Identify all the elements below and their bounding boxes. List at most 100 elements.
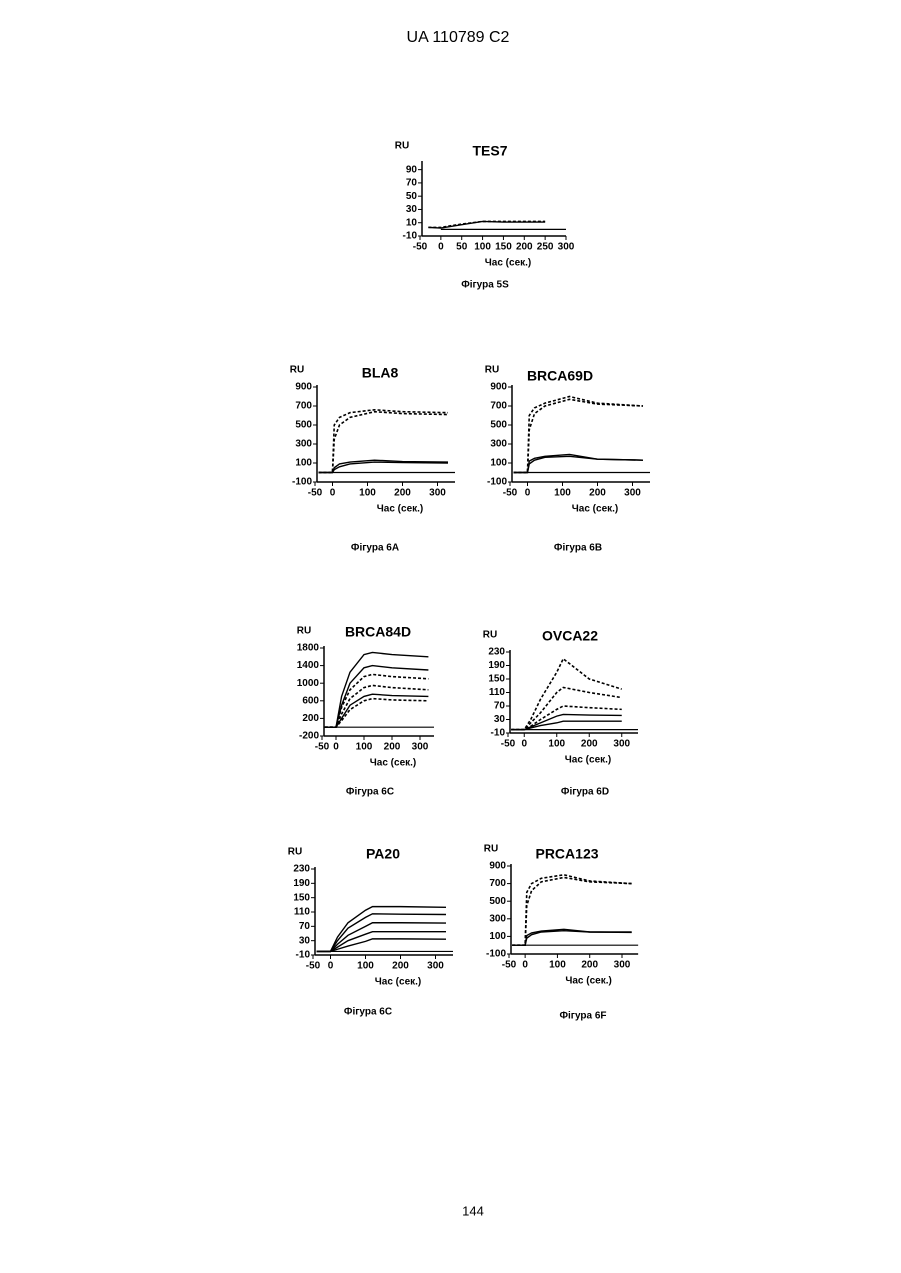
x-tick-label: -50: [501, 739, 516, 750]
y-tick-label: 900: [490, 382, 507, 393]
y-tick-label: -100: [486, 949, 506, 960]
y-axis-label: RU: [297, 626, 311, 637]
x-axis-label: Час (сек.): [375, 977, 422, 988]
y-tick-label: -10: [403, 231, 418, 242]
x-tick-label: 300: [429, 488, 446, 499]
figure-caption: Фігура 6C: [346, 787, 394, 798]
y-tick-label: 300: [295, 439, 312, 450]
x-tick-label: 100: [359, 488, 376, 499]
x-tick-label: 100: [554, 488, 571, 499]
x-axis-label: Час (сек.): [377, 504, 424, 515]
y-tick-label: 50: [406, 191, 418, 202]
x-tick-label: 100: [548, 739, 565, 750]
y-tick-label: 100: [295, 458, 312, 469]
x-tick-label: 300: [412, 742, 429, 753]
y-tick-label: 150: [293, 892, 310, 903]
y-tick-label: 10: [406, 217, 418, 228]
figure-caption: Фігура 6F: [559, 1011, 606, 1022]
data-line: [317, 923, 447, 952]
y-tick-label: 30: [299, 935, 311, 946]
data-line: [325, 652, 429, 727]
y-axis-label: RU: [485, 365, 499, 376]
data-line: [511, 706, 622, 730]
x-tick-label: 0: [438, 242, 444, 253]
x-tick-label: -50: [308, 488, 323, 499]
x-tick-label: 300: [558, 242, 575, 253]
figure-caption: Фігура 6D: [561, 787, 609, 798]
data-line: [428, 221, 545, 228]
x-tick-label: 200: [394, 488, 411, 499]
x-tick-label: 200: [384, 742, 401, 753]
x-tick-label: 200: [581, 739, 598, 750]
chart-title: BRCA84D: [345, 624, 411, 640]
x-tick-label: 150: [495, 242, 512, 253]
y-tick-label: 200: [302, 713, 319, 724]
y-tick-label: 900: [489, 861, 506, 872]
x-tick-label: -50: [502, 960, 517, 971]
figure-caption: Фігура 5S: [461, 280, 509, 291]
y-tick-label: 300: [490, 439, 507, 450]
x-tick-label: 300: [613, 739, 630, 750]
page-header: UA 110789 C2: [407, 29, 510, 46]
x-tick-label: 300: [427, 961, 444, 972]
y-tick-label: 190: [488, 660, 505, 671]
y-tick-label: 700: [489, 878, 506, 889]
x-tick-label: 100: [474, 242, 491, 253]
x-tick-label: 0: [333, 742, 339, 753]
x-axis-label: Час (сек.): [572, 504, 619, 515]
x-tick-label: 100: [549, 960, 566, 971]
chart-title: PA20: [366, 846, 400, 862]
data-line: [511, 721, 622, 729]
y-tick-label: 70: [406, 178, 418, 189]
y-tick-label: 110: [294, 907, 311, 918]
page-number: 144: [462, 1203, 484, 1218]
y-tick-label: 600: [302, 695, 319, 706]
y-tick-label: 190: [293, 878, 310, 889]
x-tick-label: 300: [614, 960, 631, 971]
chart-title: OVCA22: [542, 628, 598, 644]
y-tick-label: 110: [489, 687, 506, 698]
y-tick-label: 500: [490, 420, 507, 431]
x-axis-label: Час (сек.): [565, 755, 612, 766]
y-tick-label: 70: [494, 701, 506, 712]
y-tick-label: 900: [295, 382, 312, 393]
x-tick-label: 50: [456, 242, 468, 253]
x-tick-label: 300: [624, 488, 641, 499]
chart-title: BLA8: [362, 365, 399, 381]
y-tick-label: 700: [295, 401, 312, 412]
y-axis-label: RU: [483, 630, 497, 641]
y-tick-label: 1400: [297, 660, 320, 671]
x-tick-label: -50: [306, 961, 321, 972]
y-tick-label: 30: [494, 714, 506, 725]
y-tick-label: 1800: [297, 643, 320, 654]
y-tick-label: 300: [489, 913, 506, 924]
chart-title: TES7: [472, 143, 507, 159]
y-tick-label: 100: [490, 458, 507, 469]
x-tick-label: 0: [522, 960, 528, 971]
chart-title: BRCA69D: [527, 368, 593, 384]
y-tick-label: 230: [488, 647, 505, 658]
y-tick-label: 1000: [297, 678, 320, 689]
y-tick-label: -100: [292, 477, 312, 488]
x-tick-label: 100: [356, 742, 373, 753]
figure-caption: Фігура 6B: [554, 543, 602, 554]
x-tick-label: 0: [330, 488, 336, 499]
y-tick-label: 70: [299, 921, 311, 932]
y-tick-label: -10: [296, 950, 311, 961]
x-tick-label: -50: [503, 488, 518, 499]
y-tick-label: 150: [488, 674, 505, 685]
y-tick-label: -200: [299, 731, 319, 742]
x-tick-label: 200: [581, 960, 598, 971]
y-axis-label: RU: [288, 847, 302, 858]
y-axis-label: RU: [395, 141, 409, 152]
y-tick-label: 100: [489, 931, 506, 942]
y-axis-label: RU: [484, 844, 498, 855]
x-axis-label: Час (сек.): [565, 976, 612, 987]
x-tick-label: 200: [589, 488, 606, 499]
y-tick-label: 500: [295, 420, 312, 431]
figure-caption: Фігура 6C: [344, 1007, 392, 1018]
page: UA 110789 C2 144 -10 10 30 50 70 90 -50 0 50 100 1…: [0, 0, 901, 1273]
y-tick-label: -10: [491, 728, 506, 739]
y-tick-label: 90: [406, 164, 418, 175]
y-tick-label: 700: [490, 401, 507, 412]
